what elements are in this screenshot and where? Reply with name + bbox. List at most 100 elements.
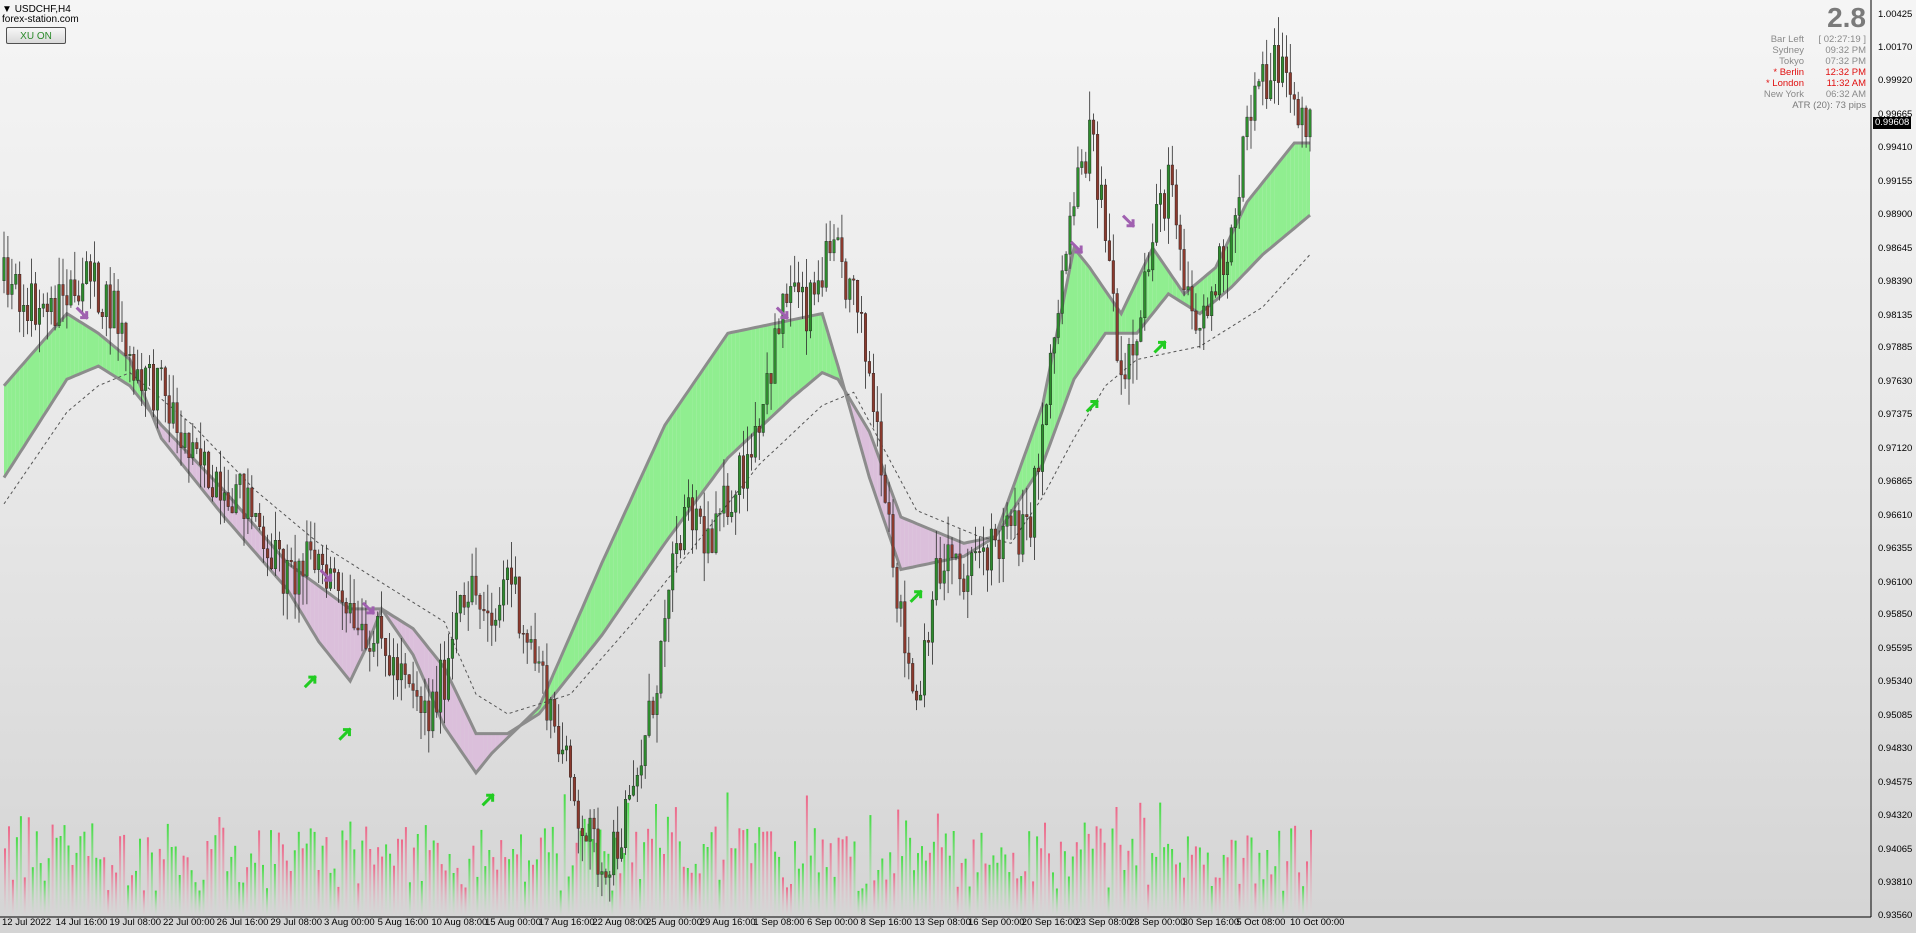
volume-bar — [754, 843, 757, 916]
volume-bar — [190, 870, 193, 916]
volume-bar — [829, 843, 832, 916]
candle-body — [687, 497, 691, 508]
volume-bar — [528, 860, 530, 916]
clock-row: Bar Left [ 02:27:19 ] — [1734, 34, 1866, 45]
volume-bar — [1222, 854, 1225, 916]
candle-body — [596, 828, 600, 875]
candle-body — [726, 485, 730, 517]
time-tick-label: 28 Sep 00:00 — [1129, 917, 1186, 928]
candle-body — [419, 696, 423, 714]
signal-arrows — [75, 214, 1167, 807]
candle-body — [635, 775, 639, 787]
band-fill-segment — [1034, 416, 1039, 477]
volume-bar — [1067, 876, 1070, 916]
volume-bar — [663, 854, 665, 916]
volume-bar — [1290, 828, 1293, 916]
price-tick-label: 0.93560 — [1878, 910, 1913, 921]
candle-body — [1202, 305, 1206, 329]
band-fill-segment — [338, 600, 343, 672]
band-fill-segment — [1011, 482, 1015, 513]
time-tick-label: 5 Aug 16:00 — [377, 917, 429, 928]
volume-bar — [619, 873, 622, 916]
candle-body — [690, 497, 694, 531]
volume-bar — [690, 872, 693, 916]
time-tick-label: 20 Sep 16:00 — [1021, 917, 1079, 928]
volume-bar — [1183, 877, 1185, 916]
candle-body — [852, 278, 856, 281]
symbol-title[interactable]: ▼ USDCHF,H4 — [2, 4, 71, 15]
volume-bar — [905, 820, 908, 916]
volume-bar — [55, 837, 58, 916]
candle-body — [391, 657, 395, 676]
volume-bar — [440, 864, 443, 916]
volume-bar — [591, 839, 594, 916]
candle-body — [494, 619, 498, 626]
volume-bar — [1119, 844, 1122, 916]
band-fill-segment — [452, 684, 457, 745]
volume-bar — [797, 868, 800, 916]
volume-bar — [778, 856, 781, 916]
band-fill-segment — [818, 313, 823, 376]
band-fill-segment — [782, 321, 787, 407]
volume-bar — [1266, 850, 1269, 916]
candle-body — [1190, 286, 1194, 312]
band-fill-segment — [920, 525, 925, 566]
candle-body — [132, 354, 136, 381]
candle-body — [61, 284, 65, 296]
volume-bar — [758, 827, 761, 916]
dropdown-triangle-icon[interactable]: ▼ — [2, 4, 12, 15]
volume-bar — [317, 870, 320, 916]
volume-bar — [976, 872, 979, 916]
volume-bar — [833, 876, 836, 916]
band-fill-segment — [409, 626, 414, 655]
volume-bar — [115, 872, 118, 916]
time-tick-label: 15 Aug 00:00 — [485, 917, 541, 928]
volume-bar — [1095, 826, 1098, 916]
volume-bar — [202, 879, 205, 916]
xu-toggle-button[interactable]: XU ON — [6, 27, 66, 44]
volume-bar — [273, 864, 276, 916]
candle-body — [447, 658, 451, 700]
volume-bar — [928, 852, 931, 916]
candle-body — [694, 508, 698, 531]
volume-bar — [805, 795, 808, 916]
band-fill-segment — [456, 692, 461, 750]
candle-body — [997, 539, 1001, 559]
volume-bar — [1147, 884, 1150, 916]
candle-body — [108, 284, 112, 329]
volume-bar — [321, 845, 324, 916]
price-tick-label: 0.98900 — [1878, 209, 1913, 221]
band-fill-segment — [70, 316, 75, 378]
volume-bar — [353, 849, 356, 916]
candle-body — [616, 831, 620, 859]
volume-bar — [516, 854, 519, 916]
band-fill-segment — [645, 459, 650, 572]
volume-bar — [702, 844, 705, 916]
band-fill-segment — [1066, 267, 1070, 401]
volume-bar — [563, 794, 566, 916]
band-fill-segment — [1302, 143, 1307, 222]
clock-row-value: 06:32 AM — [1825, 89, 1866, 100]
candle-body — [765, 373, 769, 405]
candle-body — [982, 547, 986, 552]
price-tick-label: 0.94830 — [1878, 743, 1913, 755]
band-fill-segment — [1133, 280, 1137, 334]
candle-body — [628, 795, 632, 800]
volume-bar — [404, 827, 407, 916]
volume-bar — [123, 834, 126, 916]
candle-body — [663, 618, 667, 642]
band-fill-segment — [1274, 162, 1279, 245]
band-fill-segment — [633, 485, 638, 590]
band-fill-segment — [1085, 262, 1090, 362]
candle-body — [934, 558, 938, 601]
candle-body — [6, 257, 10, 295]
volume-bar — [1059, 841, 1062, 916]
volume-bar — [980, 832, 983, 916]
candle-body — [305, 541, 309, 577]
volume-bar — [420, 881, 423, 916]
candle-body — [844, 261, 848, 300]
volume-bar — [936, 813, 939, 916]
volume-bar — [11, 879, 14, 916]
